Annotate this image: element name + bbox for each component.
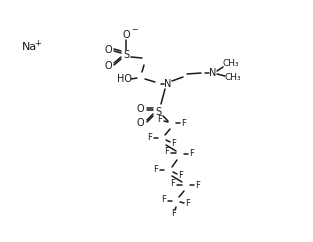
Text: O: O [136, 118, 144, 128]
Text: Na: Na [22, 42, 37, 52]
Text: F: F [172, 210, 177, 219]
Text: S: S [155, 107, 161, 117]
Text: F: F [182, 119, 187, 128]
Text: F: F [196, 181, 200, 189]
Text: F: F [190, 150, 194, 159]
Text: F: F [165, 148, 169, 157]
Text: N: N [209, 68, 217, 78]
Text: F: F [157, 115, 162, 124]
Text: O: O [104, 61, 112, 71]
Text: F: F [162, 196, 167, 204]
Text: +: + [34, 38, 41, 47]
Text: F: F [172, 138, 177, 148]
Text: CH₃: CH₃ [223, 60, 239, 68]
Text: F: F [147, 133, 152, 142]
Text: O: O [136, 104, 144, 114]
Text: F: F [186, 198, 190, 207]
Text: HO: HO [117, 74, 132, 84]
Text: −: − [131, 25, 137, 35]
Text: F: F [171, 180, 176, 189]
Text: F: F [154, 165, 158, 174]
Text: O: O [122, 30, 130, 40]
Text: CH₃: CH₃ [225, 74, 241, 83]
Text: O: O [104, 45, 112, 55]
Text: N: N [164, 79, 172, 89]
Text: S: S [123, 50, 129, 60]
Text: F: F [178, 171, 183, 180]
